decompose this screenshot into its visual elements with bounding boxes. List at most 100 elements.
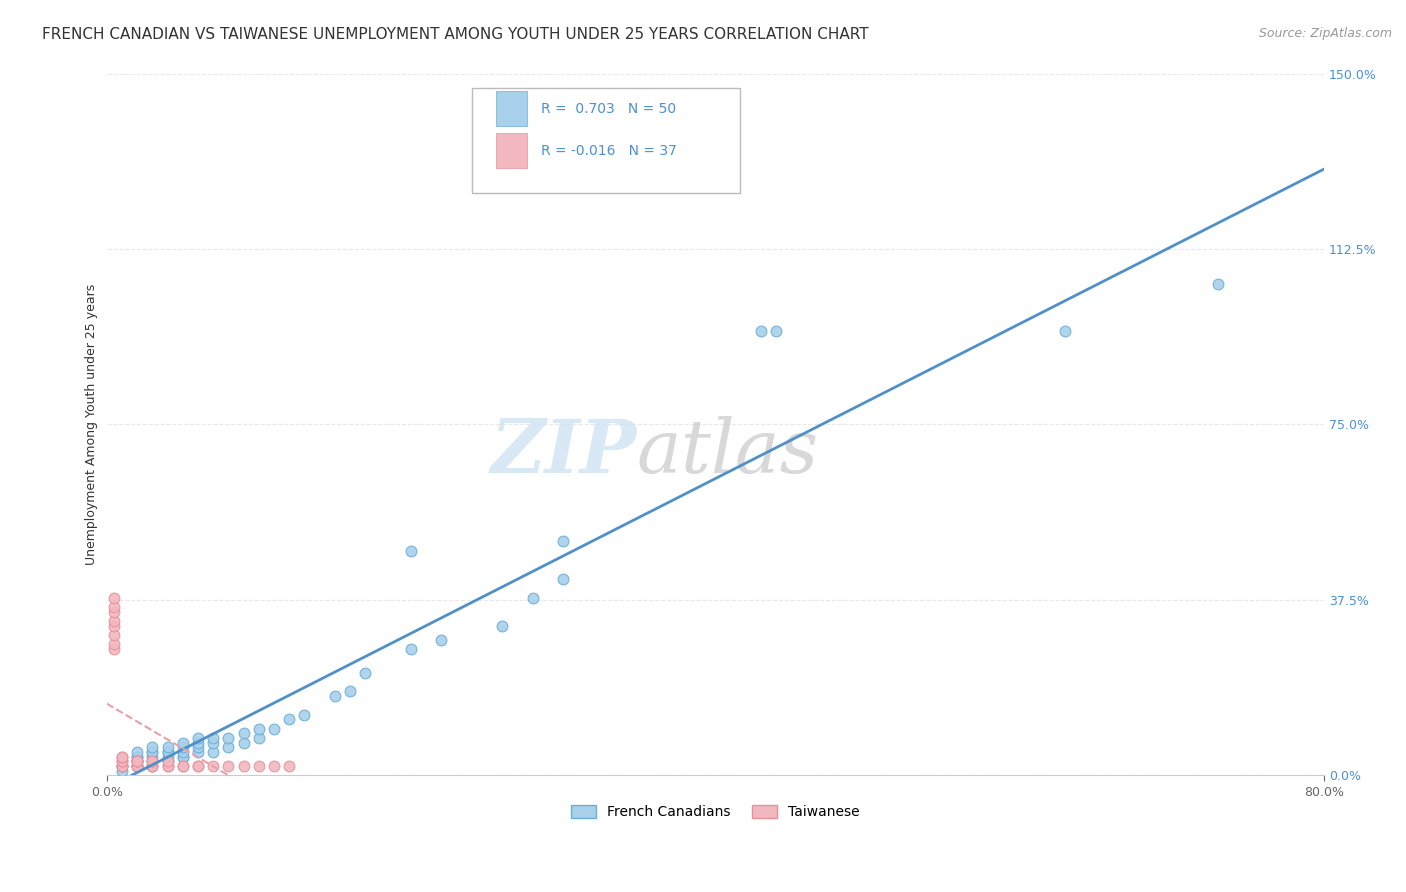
- Point: [156, 749, 179, 764]
- Point: [187, 759, 209, 773]
- Point: [103, 614, 125, 628]
- Point: [202, 736, 225, 750]
- Point: [111, 759, 134, 773]
- Y-axis label: Unemployment Among Youth under 25 years: Unemployment Among Youth under 25 years: [86, 284, 98, 566]
- Point: [111, 759, 134, 773]
- Point: [491, 618, 513, 632]
- Point: [187, 740, 209, 755]
- Point: [172, 745, 194, 759]
- Point: [141, 755, 163, 769]
- Point: [125, 749, 148, 764]
- Point: [202, 759, 225, 773]
- Point: [125, 745, 148, 759]
- Point: [263, 722, 285, 736]
- Point: [217, 759, 239, 773]
- Point: [172, 759, 194, 773]
- Point: [125, 749, 148, 764]
- Point: [111, 749, 134, 764]
- Point: [294, 707, 316, 722]
- Point: [125, 755, 148, 769]
- Point: [278, 712, 301, 726]
- Point: [125, 759, 148, 773]
- Point: [141, 755, 163, 769]
- Point: [125, 759, 148, 773]
- Point: [187, 731, 209, 745]
- Text: Source: ZipAtlas.com: Source: ZipAtlas.com: [1258, 27, 1392, 40]
- Point: [172, 736, 194, 750]
- Point: [553, 534, 575, 549]
- Point: [125, 759, 148, 773]
- Point: [202, 745, 225, 759]
- Point: [103, 605, 125, 619]
- Point: [553, 572, 575, 586]
- Point: [141, 759, 163, 773]
- Point: [749, 324, 772, 338]
- Point: [103, 591, 125, 605]
- FancyBboxPatch shape: [496, 133, 527, 169]
- FancyBboxPatch shape: [496, 91, 527, 126]
- Point: [187, 759, 209, 773]
- Text: R = -0.016   N = 37: R = -0.016 N = 37: [541, 144, 678, 158]
- Point: [103, 642, 125, 657]
- Text: R =  0.703   N = 50: R = 0.703 N = 50: [541, 102, 676, 116]
- Point: [103, 600, 125, 615]
- Point: [141, 745, 163, 759]
- Point: [217, 731, 239, 745]
- Point: [125, 759, 148, 773]
- Point: [187, 745, 209, 759]
- Point: [141, 745, 163, 759]
- Point: [125, 755, 148, 769]
- Point: [430, 632, 453, 647]
- Point: [156, 755, 179, 769]
- Point: [172, 749, 194, 764]
- Point: [1054, 324, 1077, 338]
- Point: [1206, 277, 1229, 292]
- Point: [247, 759, 270, 773]
- Point: [111, 755, 134, 769]
- Point: [232, 736, 254, 750]
- Point: [141, 759, 163, 773]
- Point: [111, 749, 134, 764]
- Text: ZIP: ZIP: [491, 417, 637, 489]
- Point: [522, 591, 544, 605]
- Point: [156, 759, 179, 773]
- Point: [111, 759, 134, 773]
- Point: [247, 731, 270, 745]
- Point: [399, 642, 422, 657]
- Point: [141, 740, 163, 755]
- Text: FRENCH CANADIAN VS TAIWANESE UNEMPLOYMENT AMONG YOUTH UNDER 25 YEARS CORRELATION: FRENCH CANADIAN VS TAIWANESE UNEMPLOYMEN…: [42, 27, 869, 42]
- Point: [354, 665, 377, 680]
- Point: [125, 755, 148, 769]
- Point: [217, 740, 239, 755]
- Point: [247, 722, 270, 736]
- Point: [187, 736, 209, 750]
- Point: [202, 731, 225, 745]
- Point: [323, 689, 346, 703]
- Point: [111, 764, 134, 778]
- Point: [156, 755, 179, 769]
- Point: [156, 740, 179, 755]
- Point: [278, 759, 301, 773]
- Point: [263, 759, 285, 773]
- Point: [339, 684, 361, 698]
- Point: [111, 755, 134, 769]
- Point: [125, 755, 148, 769]
- Point: [125, 759, 148, 773]
- Point: [103, 637, 125, 651]
- Point: [172, 749, 194, 764]
- Point: [172, 759, 194, 773]
- Point: [765, 324, 787, 338]
- Point: [141, 759, 163, 773]
- FancyBboxPatch shape: [472, 87, 740, 193]
- Point: [399, 544, 422, 558]
- Point: [232, 726, 254, 740]
- Legend: French Canadians, Taiwanese: French Canadians, Taiwanese: [565, 799, 865, 825]
- Point: [103, 618, 125, 632]
- Point: [103, 628, 125, 642]
- Point: [141, 749, 163, 764]
- Point: [156, 745, 179, 759]
- Text: atlas: atlas: [637, 417, 818, 489]
- Point: [141, 755, 163, 769]
- Point: [125, 755, 148, 769]
- Point: [232, 759, 254, 773]
